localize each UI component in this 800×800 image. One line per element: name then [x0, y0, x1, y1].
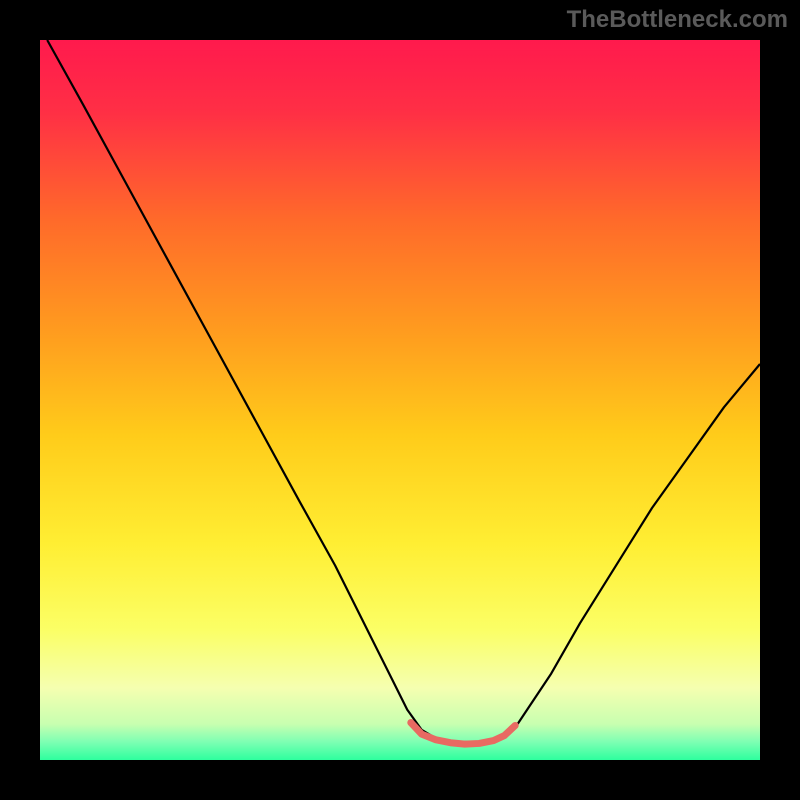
- outer-background: [0, 0, 800, 800]
- plot-background: [40, 40, 760, 760]
- chart-svg: [0, 0, 800, 800]
- chart-container: TheBottleneck.com: [0, 0, 800, 800]
- watermark-text: TheBottleneck.com: [567, 6, 788, 34]
